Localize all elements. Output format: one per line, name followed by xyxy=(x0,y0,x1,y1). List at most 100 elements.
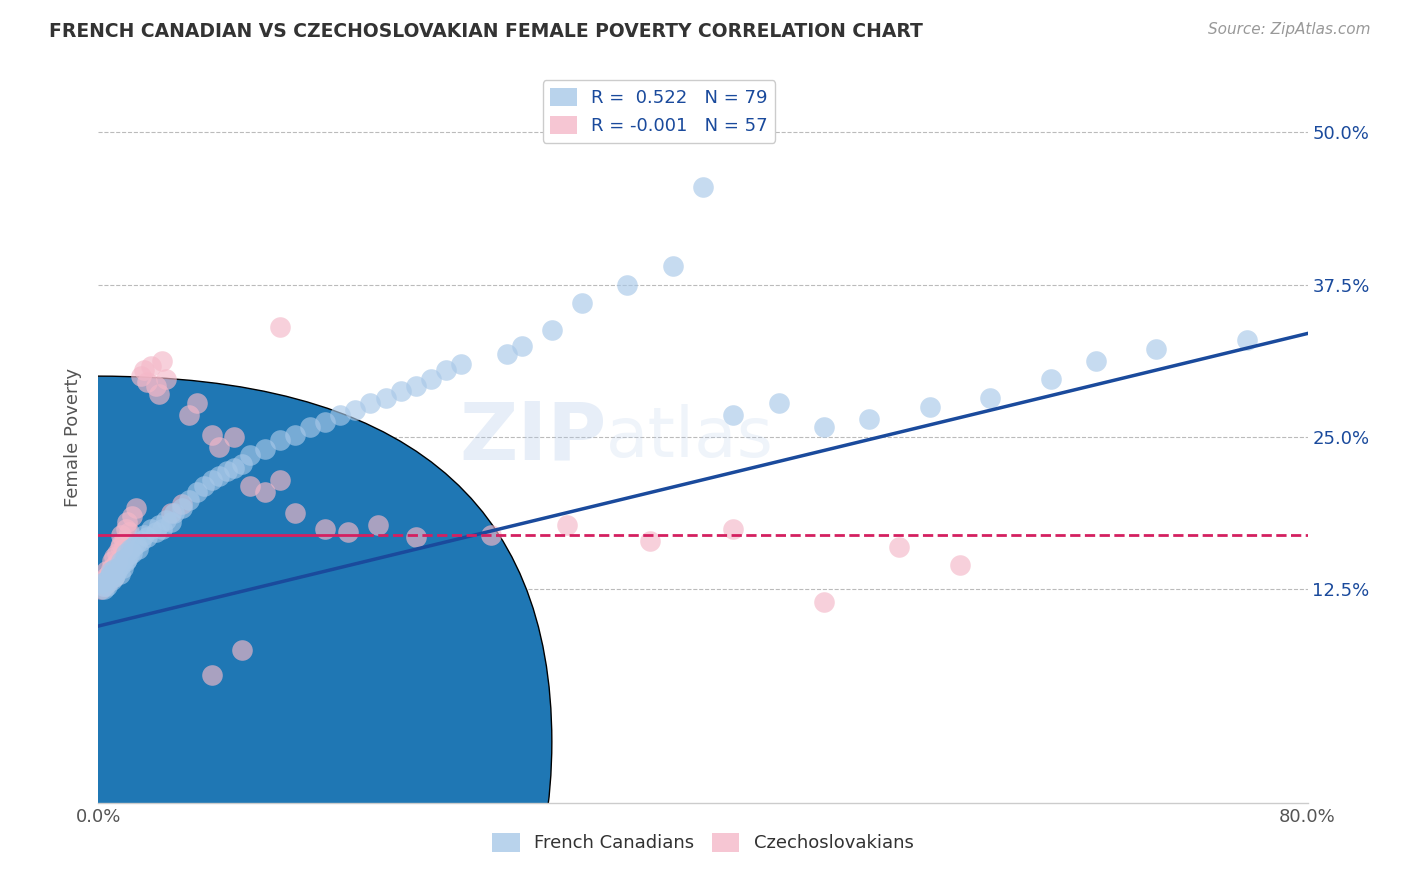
Point xyxy=(253,485,276,500)
Point xyxy=(193,479,215,493)
Point xyxy=(122,540,145,554)
Point xyxy=(889,540,911,554)
Point xyxy=(329,408,352,422)
Point xyxy=(1144,343,1167,357)
Point xyxy=(104,567,127,582)
Point xyxy=(114,554,136,568)
Point xyxy=(94,574,117,588)
Point xyxy=(101,573,124,587)
Point xyxy=(208,469,231,483)
Point xyxy=(571,296,593,310)
Point xyxy=(661,260,683,274)
Point xyxy=(91,574,114,588)
Point xyxy=(118,525,141,540)
Point xyxy=(112,533,135,548)
Point xyxy=(314,521,336,535)
Point xyxy=(98,570,121,584)
Point xyxy=(141,359,163,374)
Text: Source: ZipAtlas.com: Source: ZipAtlas.com xyxy=(1208,22,1371,37)
Point xyxy=(918,400,941,414)
Point xyxy=(118,549,141,563)
Point xyxy=(949,558,972,573)
FancyBboxPatch shape xyxy=(0,376,551,892)
Point xyxy=(299,420,322,434)
Point xyxy=(224,460,246,475)
Point xyxy=(107,554,129,568)
Point xyxy=(90,576,112,591)
Point xyxy=(269,433,291,447)
Point xyxy=(111,542,134,557)
Point xyxy=(132,527,155,541)
Point xyxy=(420,371,443,385)
Point xyxy=(201,667,224,682)
Point xyxy=(103,562,125,576)
Point xyxy=(145,525,167,540)
Point xyxy=(115,552,138,566)
Point xyxy=(1039,371,1062,385)
Point xyxy=(132,363,155,377)
Point xyxy=(858,412,880,426)
Point xyxy=(336,525,359,540)
Point xyxy=(179,493,201,508)
Point xyxy=(186,396,208,410)
Point xyxy=(160,516,183,530)
Text: ZIP: ZIP xyxy=(458,398,606,476)
Point xyxy=(638,533,661,548)
Point xyxy=(723,408,745,422)
Point xyxy=(510,339,533,353)
Point xyxy=(186,485,208,500)
Point xyxy=(201,427,224,442)
Point xyxy=(979,391,1001,405)
Point xyxy=(121,546,143,560)
Point xyxy=(495,347,517,361)
Point xyxy=(555,517,578,532)
Point xyxy=(360,396,382,410)
Point xyxy=(389,384,412,398)
Point xyxy=(103,549,125,564)
Point xyxy=(110,527,132,541)
Point xyxy=(145,379,167,393)
Point xyxy=(314,416,336,430)
Point xyxy=(110,554,132,568)
Point xyxy=(93,582,115,597)
Point xyxy=(111,560,134,574)
Point xyxy=(405,379,427,393)
Point xyxy=(450,357,472,371)
Point xyxy=(540,323,562,337)
Point xyxy=(170,497,193,511)
Point xyxy=(150,354,173,368)
Point xyxy=(1236,333,1258,347)
Point xyxy=(110,537,132,551)
Point xyxy=(127,542,149,557)
Point xyxy=(94,564,117,578)
Point xyxy=(141,521,163,535)
Point xyxy=(96,579,118,593)
Point xyxy=(121,509,143,524)
Point xyxy=(160,506,183,520)
Point xyxy=(344,403,367,417)
Point xyxy=(253,442,276,457)
Point xyxy=(98,566,121,581)
Point xyxy=(108,540,131,554)
Point xyxy=(91,579,114,593)
Point xyxy=(105,546,128,560)
Point xyxy=(100,566,122,581)
Point xyxy=(90,582,112,597)
Point xyxy=(148,517,170,532)
Point xyxy=(239,479,262,493)
Point xyxy=(813,594,835,608)
Point xyxy=(114,521,136,535)
Point xyxy=(135,376,157,390)
Point xyxy=(115,516,138,530)
Point xyxy=(105,564,128,578)
Point xyxy=(125,537,148,551)
Point xyxy=(284,506,307,520)
Point xyxy=(374,391,396,405)
Point xyxy=(112,552,135,566)
Point xyxy=(616,277,638,292)
Point xyxy=(129,533,152,548)
Point xyxy=(269,473,291,487)
Point xyxy=(481,527,503,541)
Point xyxy=(93,579,115,593)
Point xyxy=(155,513,177,527)
